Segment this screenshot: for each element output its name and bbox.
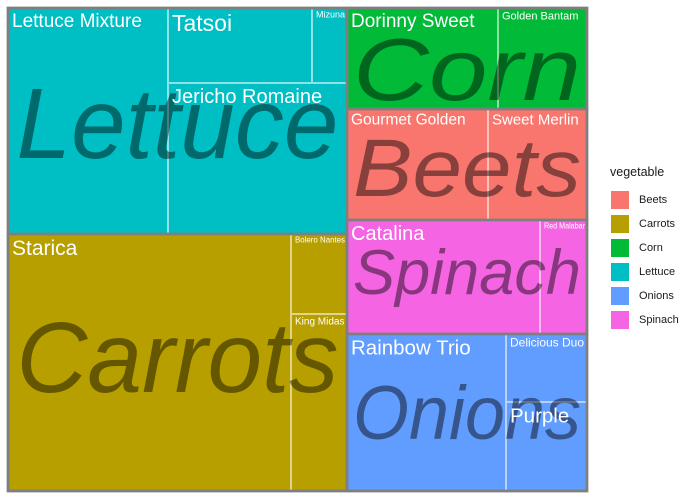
legend-label-corn: Corn <box>639 242 663 254</box>
item-label-lettuce-mixture: Lettuce Mixture <box>12 11 142 32</box>
legend-title: vegetable <box>610 165 665 179</box>
legend-item-corn: Corn <box>610 236 698 260</box>
group-tile-spinach <box>347 220 587 334</box>
legend-key-onions <box>610 286 630 306</box>
legend-key-spinach <box>610 310 630 330</box>
item-label-golden-bantam: Golden Bantam <box>502 10 578 22</box>
item-label-catalina: Catalina <box>351 223 425 245</box>
legend-label-carrots: Carrots <box>639 218 676 230</box>
item-label-mizuna: Mizuna <box>316 10 345 20</box>
legend-label-beets: Beets <box>639 194 668 206</box>
item-label-bolero-nantes: Bolero Nantes <box>295 236 345 245</box>
group-label-corn: Corn <box>353 20 581 119</box>
item-label-rainbow-trio: Rainbow Trio <box>351 336 471 359</box>
legend-item-lettuce: Lettuce <box>610 260 698 284</box>
group-tile-lettuce <box>8 8 347 234</box>
legend-item-carrots: Carrots <box>610 212 698 236</box>
item-label-jericho-romaine: Jericho Romaine <box>172 86 322 108</box>
group-tile-onions <box>347 334 587 491</box>
legend-items: Beets Carrots Corn Lettuce Onions Spinach <box>610 188 698 332</box>
item-label-king-midas: King Midas <box>295 317 344 328</box>
item-label-layer: Lettuce Mixture Jericho Romaine Tatsoi Mizu… <box>12 10 585 428</box>
group-tile-beets <box>347 109 587 220</box>
item-label-purple: Purple <box>510 404 569 427</box>
group-label-onions: Onions <box>353 371 581 456</box>
group-label-carrots: Carrots <box>17 302 339 414</box>
group-label-lettuce: Lettuce <box>17 68 339 180</box>
legend-key-lettuce <box>610 262 630 282</box>
legend-key-carrots <box>610 214 630 234</box>
legend-item-onions: Onions <box>610 284 698 308</box>
legend-label-onions: Onions <box>639 290 674 302</box>
legend-item-beets: Beets <box>610 188 698 212</box>
legend: vegetable Beets Carrots Corn Lettuce Onions S… <box>610 165 698 332</box>
group-label-spinach: Spinach <box>353 238 581 308</box>
item-label-sweet-merlin: Sweet Merlin <box>492 111 579 128</box>
item-label-delicious-duo: Delicious Duo <box>510 335 584 349</box>
item-label-tatsoi: Tatsoi <box>172 10 232 36</box>
legend-key-beets <box>610 190 630 210</box>
legend-label-lettuce: Lettuce <box>639 266 676 278</box>
legend-label-spinach: Spinach <box>639 314 679 326</box>
item-label-starica: Starica <box>12 237 78 260</box>
panel-border <box>6 6 589 493</box>
group-tile-corn <box>347 8 587 109</box>
item-label-red-malabar: Red Malabar <box>544 222 585 231</box>
legend-item-spinach: Spinach <box>610 308 698 332</box>
item-label-gourmet-golden: Gourmet Golden <box>351 112 466 129</box>
legend-key-corn <box>610 238 630 258</box>
group-label-beets: Beets <box>353 123 581 214</box>
item-label-dorinny-sweet: Dorinny Sweet <box>351 11 475 32</box>
